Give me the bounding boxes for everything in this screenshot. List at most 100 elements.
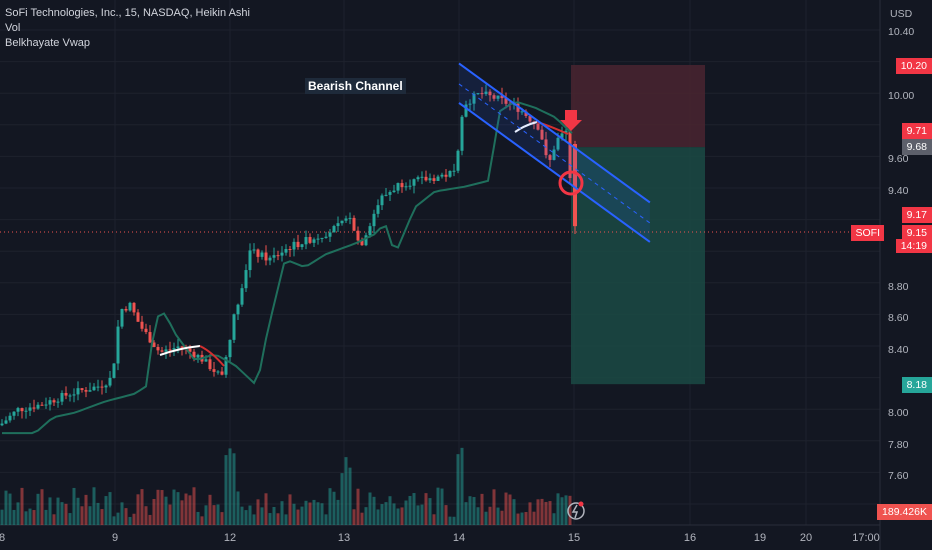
candle-body <box>16 408 20 412</box>
volume-bar <box>512 499 516 525</box>
entry-price-label: 9.17 <box>901 207 932 223</box>
volume-bar <box>84 494 88 525</box>
candle-body <box>28 407 32 411</box>
candle-body <box>144 328 148 333</box>
candle-body <box>316 238 320 240</box>
candle-body <box>324 236 328 238</box>
volume-bar <box>232 453 236 525</box>
candle-body <box>448 171 452 177</box>
volume-bar <box>560 497 564 525</box>
volume-bar <box>164 496 168 525</box>
candle-body <box>240 288 244 305</box>
volume-bar <box>552 513 556 525</box>
volume-bar <box>192 487 196 525</box>
volume-bar <box>404 500 408 525</box>
candle-body <box>332 226 336 233</box>
x-tick: 14 <box>452 532 466 544</box>
candle-body <box>152 342 156 347</box>
candle-body <box>492 95 496 99</box>
candle-body <box>312 239 316 243</box>
volume-bar <box>76 497 80 525</box>
candle-body <box>216 371 220 373</box>
candle-body <box>164 349 168 352</box>
candle-body <box>392 190 396 193</box>
candle-body <box>480 93 484 95</box>
swing-curve <box>159 345 201 356</box>
volume-bar <box>272 506 276 525</box>
candle-body <box>460 116 464 151</box>
candle-body <box>220 371 224 375</box>
volume-bar <box>528 502 532 525</box>
x-tick: 19 <box>753 532 767 544</box>
candle-body <box>380 195 384 206</box>
bearish-channel-label[interactable]: Bearish Channel <box>305 78 406 94</box>
volume-bar <box>424 493 428 525</box>
volume-bar <box>356 488 360 525</box>
candle-body <box>148 332 152 343</box>
candle-body <box>328 232 332 237</box>
channel-fill <box>459 63 650 242</box>
volume-bar <box>96 502 100 525</box>
vwap-indicator-label[interactable]: Belkhayate Vwap <box>5 37 90 49</box>
volume-bar <box>160 490 164 525</box>
candle-body <box>76 388 80 395</box>
volume-bar <box>64 503 68 525</box>
candle-body <box>424 176 428 181</box>
entry-circle-marker <box>558 170 584 196</box>
x-tick: 9 <box>111 532 119 544</box>
volume-bar <box>376 509 380 525</box>
volume-bar <box>32 510 36 525</box>
volume-bar <box>344 457 348 525</box>
volume-bar <box>240 506 244 525</box>
candle-body <box>560 133 564 138</box>
vwap-line <box>2 101 573 435</box>
candle-body <box>272 255 276 258</box>
volume-bar <box>532 511 536 525</box>
candle-body <box>304 237 308 245</box>
volume-indicator-label[interactable]: Vol <box>5 22 21 34</box>
candle-body <box>364 235 368 246</box>
candle-body <box>68 395 72 397</box>
volume-bar <box>280 501 284 525</box>
volume-bar <box>288 494 292 525</box>
volume-bar <box>300 506 304 525</box>
candle-body <box>52 400 56 403</box>
candle-body <box>436 176 440 181</box>
candle-body <box>212 369 216 372</box>
volume-bar <box>548 501 552 525</box>
candle-body <box>104 385 108 388</box>
chart-legend: SoFi Technologies, Inc., 15, NASDAQ, Hei… <box>5 6 250 51</box>
volume-bar <box>476 507 480 525</box>
candle-body <box>176 346 180 349</box>
volume-bar <box>456 454 460 525</box>
y-tick: 8.80 <box>888 281 909 293</box>
volume-bar <box>148 514 152 525</box>
volume-bar <box>180 500 184 525</box>
candle-body <box>236 304 240 315</box>
volume-bar <box>196 511 200 525</box>
target-low-price-label: 8.18 <box>901 377 932 393</box>
volume-bar <box>208 494 212 525</box>
volume-bar <box>204 505 208 525</box>
candle-body <box>224 357 228 375</box>
volume-bar <box>464 502 468 525</box>
volume-bar <box>384 502 388 525</box>
volume-bar <box>124 508 128 525</box>
symbol-title: SoFi Technologies, Inc., 15, NASDAQ, Hei… <box>5 7 250 19</box>
volume-bar <box>104 496 108 525</box>
candle-body <box>396 183 400 191</box>
volume-bar <box>4 490 8 525</box>
swing-curve <box>514 121 538 133</box>
down-arrow-marker <box>560 110 582 131</box>
candle-body <box>248 250 252 271</box>
candle-body <box>12 411 16 416</box>
volume-bar <box>36 493 40 525</box>
candle-body <box>168 349 172 351</box>
volume-bar <box>372 496 376 525</box>
volume-bar <box>216 504 220 525</box>
candle-body <box>244 270 248 289</box>
volume-bar <box>544 501 548 525</box>
risk-zone <box>571 65 705 148</box>
volume-bar <box>368 492 372 525</box>
